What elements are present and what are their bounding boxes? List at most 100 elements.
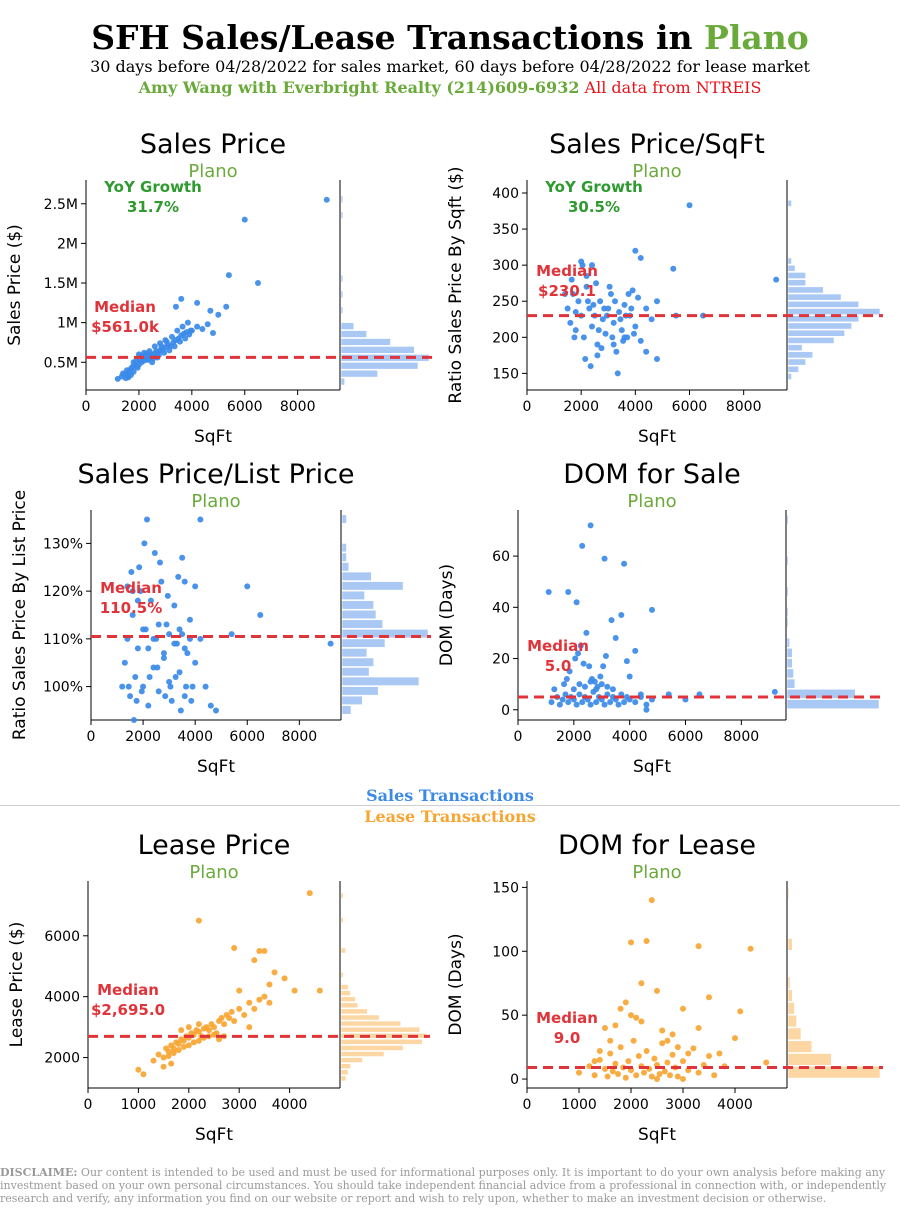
data-point xyxy=(241,1011,248,1018)
data-point xyxy=(140,1071,147,1078)
x-tick-label: 6000 xyxy=(227,399,263,415)
data-point xyxy=(579,542,586,549)
median-value: $230.1 xyxy=(538,282,596,300)
histogram-bar xyxy=(786,607,789,617)
x-tick-label: 4000 xyxy=(272,1097,308,1113)
data-point xyxy=(635,294,642,301)
median-label: Median xyxy=(536,1009,598,1027)
data-point xyxy=(595,327,602,334)
y-tick-label: 0.5M xyxy=(44,355,78,371)
data-point xyxy=(617,1005,624,1012)
data-point xyxy=(706,994,712,1001)
data-point xyxy=(632,699,639,706)
data-point xyxy=(612,1022,619,1029)
data-point xyxy=(257,612,264,618)
data-point xyxy=(582,683,588,690)
y-tick-label: 4000 xyxy=(44,990,80,1006)
data-point xyxy=(168,333,175,340)
data-point xyxy=(256,948,263,955)
data-point xyxy=(194,323,201,330)
y-tick-label: 110% xyxy=(43,632,83,648)
histogram-bar xyxy=(340,1057,363,1063)
median-value: $2,695.0 xyxy=(91,1001,165,1019)
data-point xyxy=(254,280,261,287)
data-point xyxy=(670,265,677,272)
data-point xyxy=(195,1037,202,1044)
histogram-bar xyxy=(340,1075,347,1082)
data-point xyxy=(610,341,617,348)
data-point xyxy=(566,668,573,675)
data-point xyxy=(625,1058,632,1065)
data-point xyxy=(643,348,650,355)
median-label: Median xyxy=(100,579,162,597)
data-point xyxy=(594,341,601,348)
y-tick-label: 0 xyxy=(510,1072,519,1088)
x-tick-label: 3000 xyxy=(221,1097,257,1113)
y-tick-label: 200 xyxy=(492,330,519,346)
data-point xyxy=(134,364,141,371)
data-point xyxy=(582,355,589,362)
yoy-growth-value: 30.5% xyxy=(568,198,620,216)
page-title: SFH Sales/Lease Transactions in Plano xyxy=(0,18,900,57)
histogram-bar xyxy=(787,989,793,1002)
y-tick-label: 150 xyxy=(492,366,519,382)
x-tick-label: 2000 xyxy=(121,399,157,415)
y-axis-label: DOM (Days) xyxy=(446,933,466,1035)
data-point xyxy=(614,370,621,377)
data-point xyxy=(145,702,152,709)
data-point xyxy=(228,1008,235,1015)
data-point xyxy=(602,1024,608,1031)
data-point xyxy=(197,516,204,523)
histogram-bar xyxy=(340,369,378,378)
histogram-bar xyxy=(341,552,347,562)
histogram-bar xyxy=(341,543,347,553)
histogram-bar xyxy=(787,279,806,287)
data-point xyxy=(576,1069,582,1076)
median-label: Median xyxy=(536,262,598,280)
histogram-bar xyxy=(786,555,789,566)
data-point xyxy=(602,652,609,659)
y-tick-label: 400 xyxy=(492,186,519,202)
data-point xyxy=(621,560,628,567)
data-point xyxy=(590,301,597,308)
data-point xyxy=(306,890,313,897)
data-point xyxy=(633,1014,640,1021)
histogram-bar xyxy=(340,892,344,899)
y-tick-label: 60 xyxy=(492,549,510,565)
data-point xyxy=(686,202,693,209)
x-tick-label: 1000 xyxy=(561,1097,597,1113)
data-point xyxy=(132,674,139,681)
data-point xyxy=(596,1047,603,1054)
data-point xyxy=(192,583,199,590)
data-point xyxy=(213,707,219,714)
data-point xyxy=(737,1008,744,1015)
histogram-bar xyxy=(340,1051,385,1057)
data-point xyxy=(630,330,637,337)
data-point xyxy=(612,1060,619,1067)
data-point xyxy=(643,938,650,945)
data-point xyxy=(609,1068,616,1075)
data-point xyxy=(181,645,188,652)
y-tick-label: 6000 xyxy=(44,929,80,945)
data-point xyxy=(583,629,590,636)
data-point xyxy=(185,1042,192,1049)
data-point xyxy=(601,555,608,562)
agent-contact: Amy Wang with Everbright Realty (214)609… xyxy=(138,78,580,97)
data-point xyxy=(659,1027,666,1034)
data-point xyxy=(609,686,616,693)
y-tick-label: 0 xyxy=(501,703,510,719)
histogram-bar xyxy=(341,590,365,600)
data-point xyxy=(572,309,579,316)
data-point xyxy=(182,335,189,342)
data-point xyxy=(244,583,251,590)
page-subtitle: 30 days before 04/28/2022 for sales mark… xyxy=(90,57,810,76)
data-point xyxy=(597,298,604,305)
histogram-bar xyxy=(787,1027,802,1041)
y-tick-label: 2000 xyxy=(44,1051,80,1067)
x-tick-label: 4000 xyxy=(174,399,210,415)
data-point xyxy=(145,645,152,652)
data-point xyxy=(680,1076,686,1083)
data-point xyxy=(593,686,600,693)
data-point xyxy=(166,678,173,685)
